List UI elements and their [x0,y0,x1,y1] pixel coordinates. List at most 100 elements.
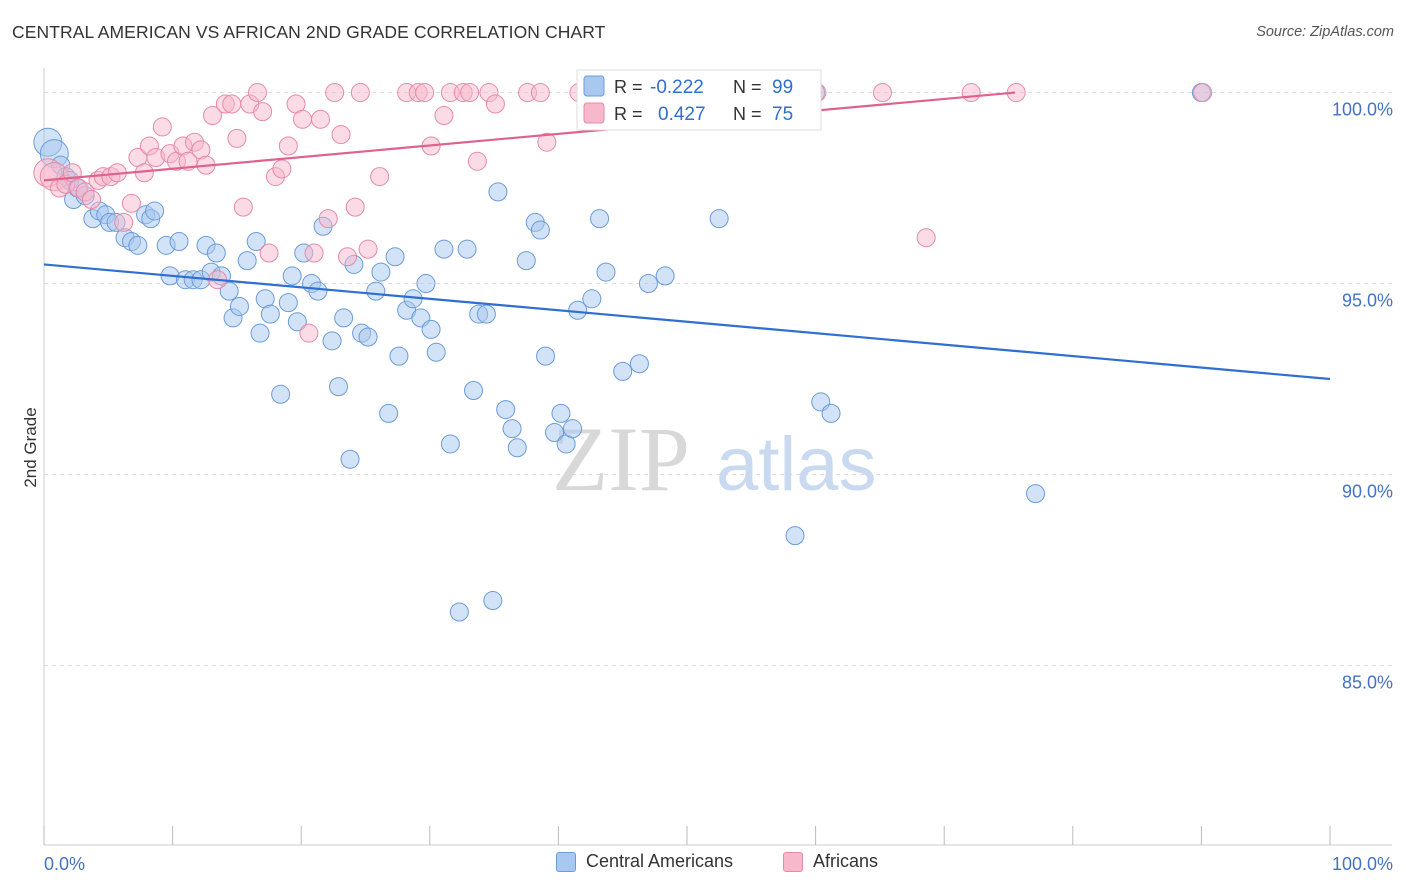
chart-title: CENTRAL AMERICAN VS AFRICAN 2ND GRADE CO… [12,22,606,42]
african-point [222,94,242,114]
central-american-point [246,232,266,252]
africans-swatch [783,851,803,872]
central-american-point [416,274,436,294]
african-point [872,83,892,103]
african-point [916,228,936,248]
african-point [337,247,357,267]
central-american-point [271,384,291,404]
grid-layer [44,92,1392,666]
african-point [331,125,351,145]
african-point [82,190,102,210]
central-american-point [328,377,348,397]
central-american-point [358,327,378,347]
central-american-point [169,232,189,252]
central-american-point [322,331,342,351]
legend-label-central-americans: Central Americans [586,851,734,871]
legend-blue-r-label: R = [614,77,643,97]
y-axis-title: 2nd Grade [21,407,40,487]
central-american-point [821,403,841,423]
central-american-point [496,400,516,420]
central-american-point [219,281,239,301]
african-point [415,83,435,103]
legend-pink-n-label: N = [733,104,762,124]
african-point [259,243,279,263]
legend-pink-swatch [583,102,605,124]
central-american-point [655,266,675,286]
legend-blue-r-value: -0.222 [650,77,704,98]
african-point [292,109,312,129]
central-american-point [334,308,354,328]
central-american-point [476,304,496,324]
watermark-atlas: atlas [716,422,877,507]
african-point [114,212,134,232]
african-point [530,83,550,103]
trend-layer [43,91,1331,381]
african-point [485,94,505,114]
central-american-point [229,296,249,316]
central-american-point [709,209,729,229]
central-american-point [590,209,610,229]
african-point [310,109,330,129]
y-tick-label: 85.0% [1342,672,1393,692]
central-american-point [483,591,503,611]
central-american-point [366,281,386,301]
african-point [434,105,454,125]
african-point [370,167,390,187]
african-point [350,83,370,103]
legend-pink-n-value: 75 [772,104,793,125]
watermark: ZIP atlas [552,408,877,510]
legend-pink-r-value: 0.427 [658,104,706,125]
central-american-point [237,251,257,271]
african-point [467,151,487,171]
central-american-point [582,289,602,309]
african-point [325,83,345,103]
legend-frame [576,69,822,131]
central-american-point [613,361,633,381]
central-american-point [488,182,508,202]
legend-blue-n-value: 99 [772,77,793,98]
central-american-point [457,239,477,259]
legend-blue-n-label: N = [733,77,762,97]
legend-pink-r-label: R = [614,104,643,124]
african-point [152,117,172,137]
central-american-point [340,449,360,469]
african-point [253,102,273,122]
central-american-point [282,266,302,286]
african-point [961,83,981,103]
central-american-point [536,346,556,366]
points-layer [33,83,1213,622]
central-american-point [563,419,583,439]
central-american-point [385,247,405,267]
central-american-point [379,403,399,423]
african-point [1193,83,1213,103]
central-american-point [260,304,280,324]
central-american-point [516,251,536,271]
central-american-point [638,274,658,294]
african-point [460,83,480,103]
legend-item-central-americans[interactable]: Central Americans [556,851,733,872]
central-american-point [785,526,805,546]
central-american-point [551,403,571,423]
axis-layer: 85.0% 90.0% 95.0% 100.0% 0.0% 100.0% 2nd Grade [21,68,1393,874]
african-point [121,193,141,213]
central-american-point [629,354,649,374]
central-american-point [421,319,441,339]
legend-item-africans[interactable]: Africans [783,851,878,872]
african-point [537,132,557,152]
central-american-point [596,262,616,282]
african-point [233,197,253,217]
central-american-point [287,312,307,332]
african-point [272,159,292,179]
legend-label-africans: Africans [813,851,879,871]
central-americans-swatch [556,851,576,872]
african-point [299,323,319,343]
african-point [227,128,247,148]
source-label: Source: ZipAtlas.com [1256,24,1394,40]
central-american-point [502,419,522,439]
y-tick-label: 100.0% [1332,100,1393,120]
series-legend: Central Americans Africans [0,851,1406,877]
legend-blue-swatch [583,75,605,97]
central-american-point [389,346,409,366]
central-american-point [1026,484,1046,504]
